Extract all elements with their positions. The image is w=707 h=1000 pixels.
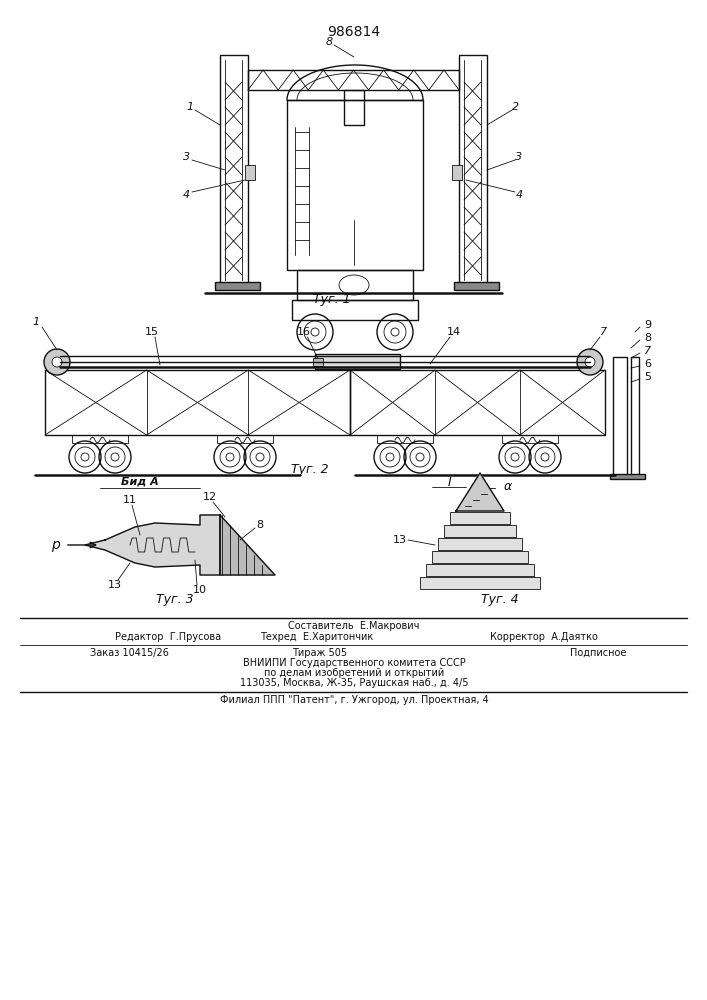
Text: 13: 13	[393, 535, 407, 545]
Bar	[344, 90, 364, 125]
Bar	[377, 435, 433, 443]
Bar	[452, 165, 462, 180]
Text: α: α	[504, 480, 512, 492]
Text: Τуг. 4: Τуг. 4	[481, 593, 519, 606]
Bar	[190, 533, 200, 557]
Bar	[313, 358, 323, 366]
Text: 986814: 986814	[327, 25, 380, 39]
Text: 3: 3	[183, 152, 191, 162]
Bar	[45, 370, 350, 435]
Bar	[432, 551, 528, 563]
Ellipse shape	[585, 357, 595, 367]
Text: Τуг. 3: Τуг. 3	[156, 593, 194, 606]
Bar	[72, 435, 128, 443]
Bar	[315, 354, 400, 369]
Polygon shape	[456, 473, 504, 511]
Text: Техред  Е.Харитончик: Техред Е.Харитончик	[260, 632, 373, 642]
Text: по делам изобретений и открытий: по делам изобретений и открытий	[264, 668, 444, 678]
Text: 9: 9	[645, 320, 652, 330]
Bar	[287, 100, 423, 270]
Polygon shape	[85, 515, 220, 575]
Polygon shape	[220, 515, 275, 575]
Ellipse shape	[577, 349, 603, 375]
Bar	[297, 270, 413, 300]
Text: 16: 16	[296, 327, 310, 337]
Text: p: p	[51, 538, 59, 552]
Text: Тираж 505: Тираж 505	[293, 648, 348, 658]
Ellipse shape	[44, 349, 70, 375]
Bar	[610, 474, 645, 479]
Text: 8: 8	[645, 333, 652, 343]
Bar	[450, 512, 510, 524]
Bar	[350, 370, 605, 435]
Text: 1: 1	[33, 317, 40, 327]
Text: 10: 10	[193, 585, 207, 595]
Text: 4: 4	[182, 190, 189, 200]
Text: I: I	[448, 476, 452, 488]
Text: Бид A: Бид A	[121, 477, 159, 487]
Bar	[613, 357, 627, 477]
Bar	[631, 357, 639, 477]
Bar	[220, 55, 248, 285]
Bar	[215, 282, 260, 290]
Text: Филиал ППП "Патент", г. Ужгород, ул. Проектная, 4: Филиал ППП "Патент", г. Ужгород, ул. Про…	[220, 695, 489, 705]
Text: 15: 15	[145, 327, 159, 337]
Bar	[438, 538, 522, 550]
Bar	[426, 564, 534, 576]
Bar	[292, 300, 418, 320]
Bar	[459, 55, 487, 285]
Text: 113035, Москва, Ж-35, Раушская наб., д. 4/5: 113035, Москва, Ж-35, Раушская наб., д. …	[240, 678, 468, 688]
Text: 5: 5	[645, 372, 651, 382]
Bar	[248, 70, 459, 90]
Text: Подписное: Подписное	[570, 648, 626, 658]
Text: 2: 2	[513, 102, 520, 112]
Text: Редактор  Г.Прусова: Редактор Г.Прусова	[115, 632, 221, 642]
Text: Τуг. 1: Τуг. 1	[313, 294, 351, 306]
Text: 7: 7	[645, 346, 652, 356]
Text: Заказ 10415/26: Заказ 10415/26	[90, 648, 169, 658]
Text: 12: 12	[203, 492, 217, 502]
Text: 7: 7	[600, 327, 607, 337]
Text: 8: 8	[257, 520, 264, 530]
Bar	[454, 282, 499, 290]
Bar	[502, 435, 558, 443]
Bar	[420, 577, 540, 589]
Text: Корректор  А.Даятко: Корректор А.Даятко	[490, 632, 598, 642]
Text: 8: 8	[325, 37, 332, 47]
Text: 4: 4	[515, 190, 522, 200]
Text: Τуг. 2: Τуг. 2	[291, 464, 329, 477]
Text: 3: 3	[515, 152, 522, 162]
Text: 6: 6	[645, 359, 651, 369]
Text: 1: 1	[187, 102, 194, 112]
Bar	[444, 525, 516, 537]
Text: 11: 11	[123, 495, 137, 505]
Ellipse shape	[52, 357, 62, 367]
Text: 14: 14	[447, 327, 461, 337]
Bar	[245, 165, 255, 180]
Bar	[217, 435, 273, 443]
Text: 13: 13	[108, 580, 122, 590]
Text: Составитель  Е.Макрович: Составитель Е.Макрович	[288, 621, 420, 631]
Text: ВНИИПИ Государственного комитета СССР: ВНИИПИ Государственного комитета СССР	[243, 658, 465, 668]
